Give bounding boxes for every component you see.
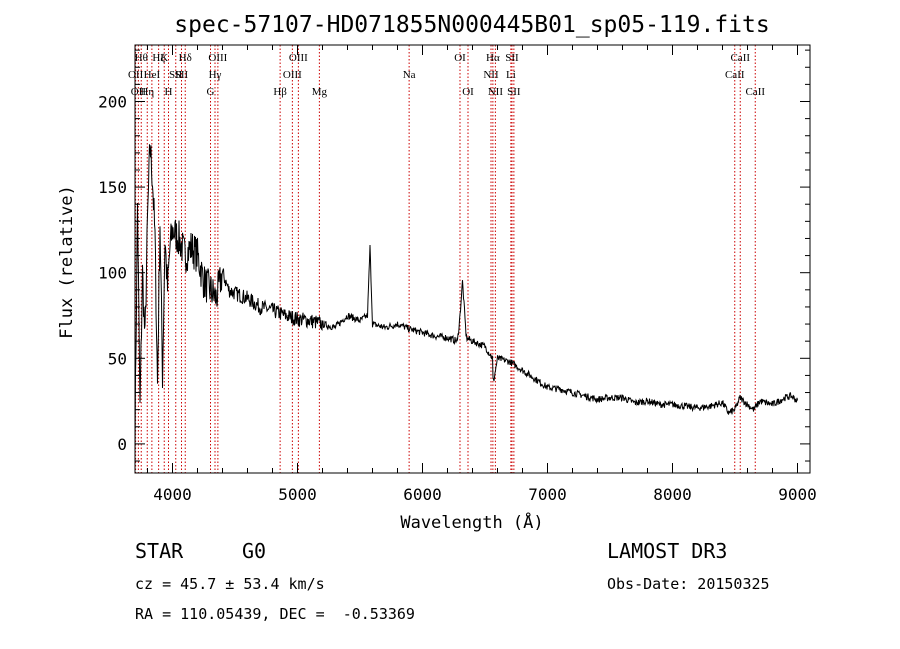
line-label-7: H (165, 86, 173, 98)
x-tick-labels: 4000 5000 6000 7000 8000 9000 (153, 485, 817, 504)
line-label-8: SII (169, 69, 183, 81)
y-tick-label-1: 50 (108, 349, 127, 368)
line-label-22: Hα (486, 52, 500, 64)
x-tick-label-3: 7000 (528, 485, 567, 504)
chart-title: spec-57107-HD071855N000445B01_sp05-119.f… (174, 12, 769, 38)
star-class: STAR (135, 539, 184, 563)
emission-line-markers (135, 45, 756, 473)
line-label-10: Hδ (179, 52, 192, 64)
line-label-25: SII (505, 52, 519, 64)
line-label-21: NII (483, 69, 499, 81)
line-label-19: OI (454, 52, 466, 64)
line-label-28: CaII (730, 52, 750, 64)
line-label-14: Hβ (273, 86, 287, 98)
star-subclass: G0 (242, 539, 266, 563)
line-labels: OIIOIIHθHηHeIHζKHSIISIIHδGHγOIIIHβOIIIOI… (128, 52, 765, 98)
x-tick-label-4: 8000 (653, 485, 692, 504)
redshift-cz: cz = 45.7 ± 53.4 km/s (135, 575, 325, 593)
y-tick-labels: 0 50 100 150 200 (98, 92, 127, 453)
y-tick-label-4: 200 (98, 92, 127, 111)
line-label-3: Hη (140, 86, 154, 98)
x-tick-label-5: 9000 (778, 485, 817, 504)
line-label-15: OIII (283, 69, 302, 81)
y-tick-label-3: 150 (98, 178, 127, 197)
line-label-9: SII (175, 69, 189, 81)
line-label-20: OI (462, 86, 474, 98)
y-axis-label: Flux (relative) (57, 185, 77, 339)
line-label-12: Hγ (209, 69, 222, 81)
plot-frame (134, 44, 811, 474)
line-label-26: SII (507, 86, 521, 98)
x-tick-label-1: 5000 (278, 485, 317, 504)
line-label-2: Hθ (135, 52, 148, 64)
series-layer (134, 144, 798, 455)
line-label-18: Na (403, 69, 416, 81)
x-tick-label-2: 6000 (403, 485, 442, 504)
line-label-0: OII (128, 69, 144, 81)
y-tick-label-0: 0 (117, 435, 127, 454)
axis-ticks (135, 45, 810, 473)
series-flux (134, 144, 798, 455)
y-tick-label-2: 100 (98, 264, 127, 283)
line-label-4: HeI (144, 69, 161, 81)
line-label-17: Mg (312, 86, 328, 98)
line-label-23: NII (488, 86, 504, 98)
line-label-13: OIII (208, 52, 227, 64)
x-tick-label-0: 4000 (153, 485, 192, 504)
line-label-24: Li (506, 69, 516, 81)
obs-date: Obs-Date: 20150325 (607, 575, 770, 593)
line-label-16: OIII (289, 52, 308, 64)
line-label-27: CaII (725, 69, 745, 81)
line-label-11: G (207, 86, 215, 98)
line-label-5: Hζ (152, 52, 165, 64)
survey-name: LAMOST DR3 (607, 539, 727, 563)
coordinates: RA = 110.05439, DEC = -0.53369 (135, 605, 415, 623)
line-label-6: K (160, 52, 168, 64)
x-axis-label: Wavelength (Å) (400, 511, 543, 533)
line-label-29: CaII (745, 86, 765, 98)
